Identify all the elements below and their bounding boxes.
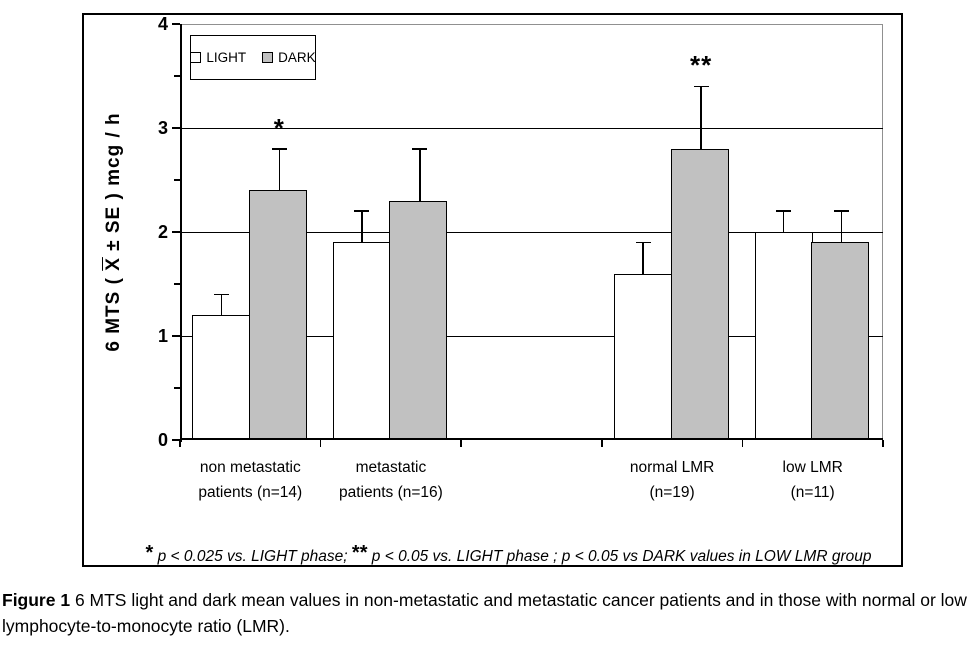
y-axis-tick (172, 23, 180, 25)
y-axis-minor-tick (174, 283, 180, 285)
legend-label-light: LIGHT (206, 50, 247, 65)
footnote-double-star: ** (351, 542, 368, 564)
category-label-2: normal LMR (n=19) (629, 459, 715, 501)
error-bar-cap (354, 210, 370, 213)
error-bar-cap (271, 147, 287, 150)
bar-dark-2 (670, 148, 729, 440)
legend-item-light: LIGHT (190, 50, 246, 65)
bar-dark-3 (811, 242, 870, 440)
plot-top-border (180, 24, 883, 25)
y-axis-minor-tick (174, 179, 180, 181)
figure-caption-number: Figure 1 (2, 590, 71, 610)
error-bar-cap (776, 210, 792, 213)
y-axis-tick (172, 335, 180, 337)
bar-light-2 (614, 273, 673, 440)
y-axis-minor-tick (174, 387, 180, 389)
x-axis-tick (882, 440, 884, 447)
x-axis-line (180, 438, 883, 440)
legend: LIGHT DARK (190, 35, 316, 80)
bar-dark-1 (389, 200, 448, 440)
gridline-1 (180, 335, 883, 337)
significance-marker: * (273, 112, 285, 143)
y-axis-tick (172, 231, 180, 233)
figure-caption: Figure 1 6 MTS light and dark mean value… (2, 587, 971, 639)
error-bar-cap (635, 241, 651, 244)
light-swatch-icon (190, 52, 202, 63)
legend-label-dark: DARK (278, 50, 316, 65)
x-axis-tick (741, 440, 744, 447)
significance-footnote: * p < 0.025 vs. LIGHT phase; ** p < 0.05… (84, 542, 901, 566)
x-axis-tick (460, 440, 462, 447)
x-axis-tick (319, 440, 322, 447)
y-axis-tick-label: 4 (157, 14, 168, 34)
figure-caption-text: 6 MTS light and dark mean values in non-… (2, 590, 967, 636)
footnote-star: * (145, 542, 154, 564)
bar-dark-0 (248, 190, 307, 440)
category-label-3: low LMR (n=11) (782, 459, 843, 501)
error-bar-stem (278, 148, 281, 191)
bar-light-0 (192, 315, 251, 440)
x-axis-tick (601, 440, 603, 447)
error-bar-cap (693, 85, 709, 88)
gridline-2 (180, 231, 883, 233)
y-axis-tick-label: 3 (157, 118, 168, 138)
error-bar-stem (782, 211, 785, 232)
footnote-text: p < 0.025 vs. LIGHT phase; (153, 548, 352, 565)
error-bar-stem (700, 86, 702, 149)
error-bar-cap (213, 293, 229, 296)
y-axis-minor-tick (174, 75, 180, 77)
significance-marker: ** (689, 50, 713, 81)
y-axis-tick-label: 2 (157, 222, 168, 242)
y-axis-tick (172, 127, 180, 129)
error-bar-stem (220, 294, 223, 316)
bar-light-1 (332, 242, 391, 440)
y-axis-line (180, 24, 182, 442)
gridline-3 (180, 127, 883, 129)
error-bar-stem (419, 148, 421, 201)
y-axis-tick-label: 1 (157, 326, 168, 346)
legend-item-dark: DARK (262, 50, 316, 65)
category-label-1: metastatic patients (n=16) (338, 459, 443, 501)
error-bar-stem (840, 211, 843, 243)
footnote-text: p < 0.05 vs. LIGHT phase ; p < 0.05 vs D… (367, 548, 872, 565)
category-label-0: non metastatic patients (n=14) (198, 459, 303, 501)
error-bar-cap (834, 210, 850, 213)
figure-1-chart: * ** 0 1 2 3 4 non metastatic patients (n=14) me… (82, 13, 903, 567)
y-axis-tick (172, 439, 180, 441)
bar-light-3 (754, 232, 813, 440)
x-axis-tick (179, 440, 181, 447)
plot-area: * ** (180, 24, 883, 442)
error-bar-stem (361, 211, 363, 243)
error-bar-stem (642, 242, 644, 274)
y-axis-tick-label: 0 (157, 430, 168, 450)
error-bar-cap (412, 147, 428, 150)
dark-swatch-icon (262, 52, 274, 63)
